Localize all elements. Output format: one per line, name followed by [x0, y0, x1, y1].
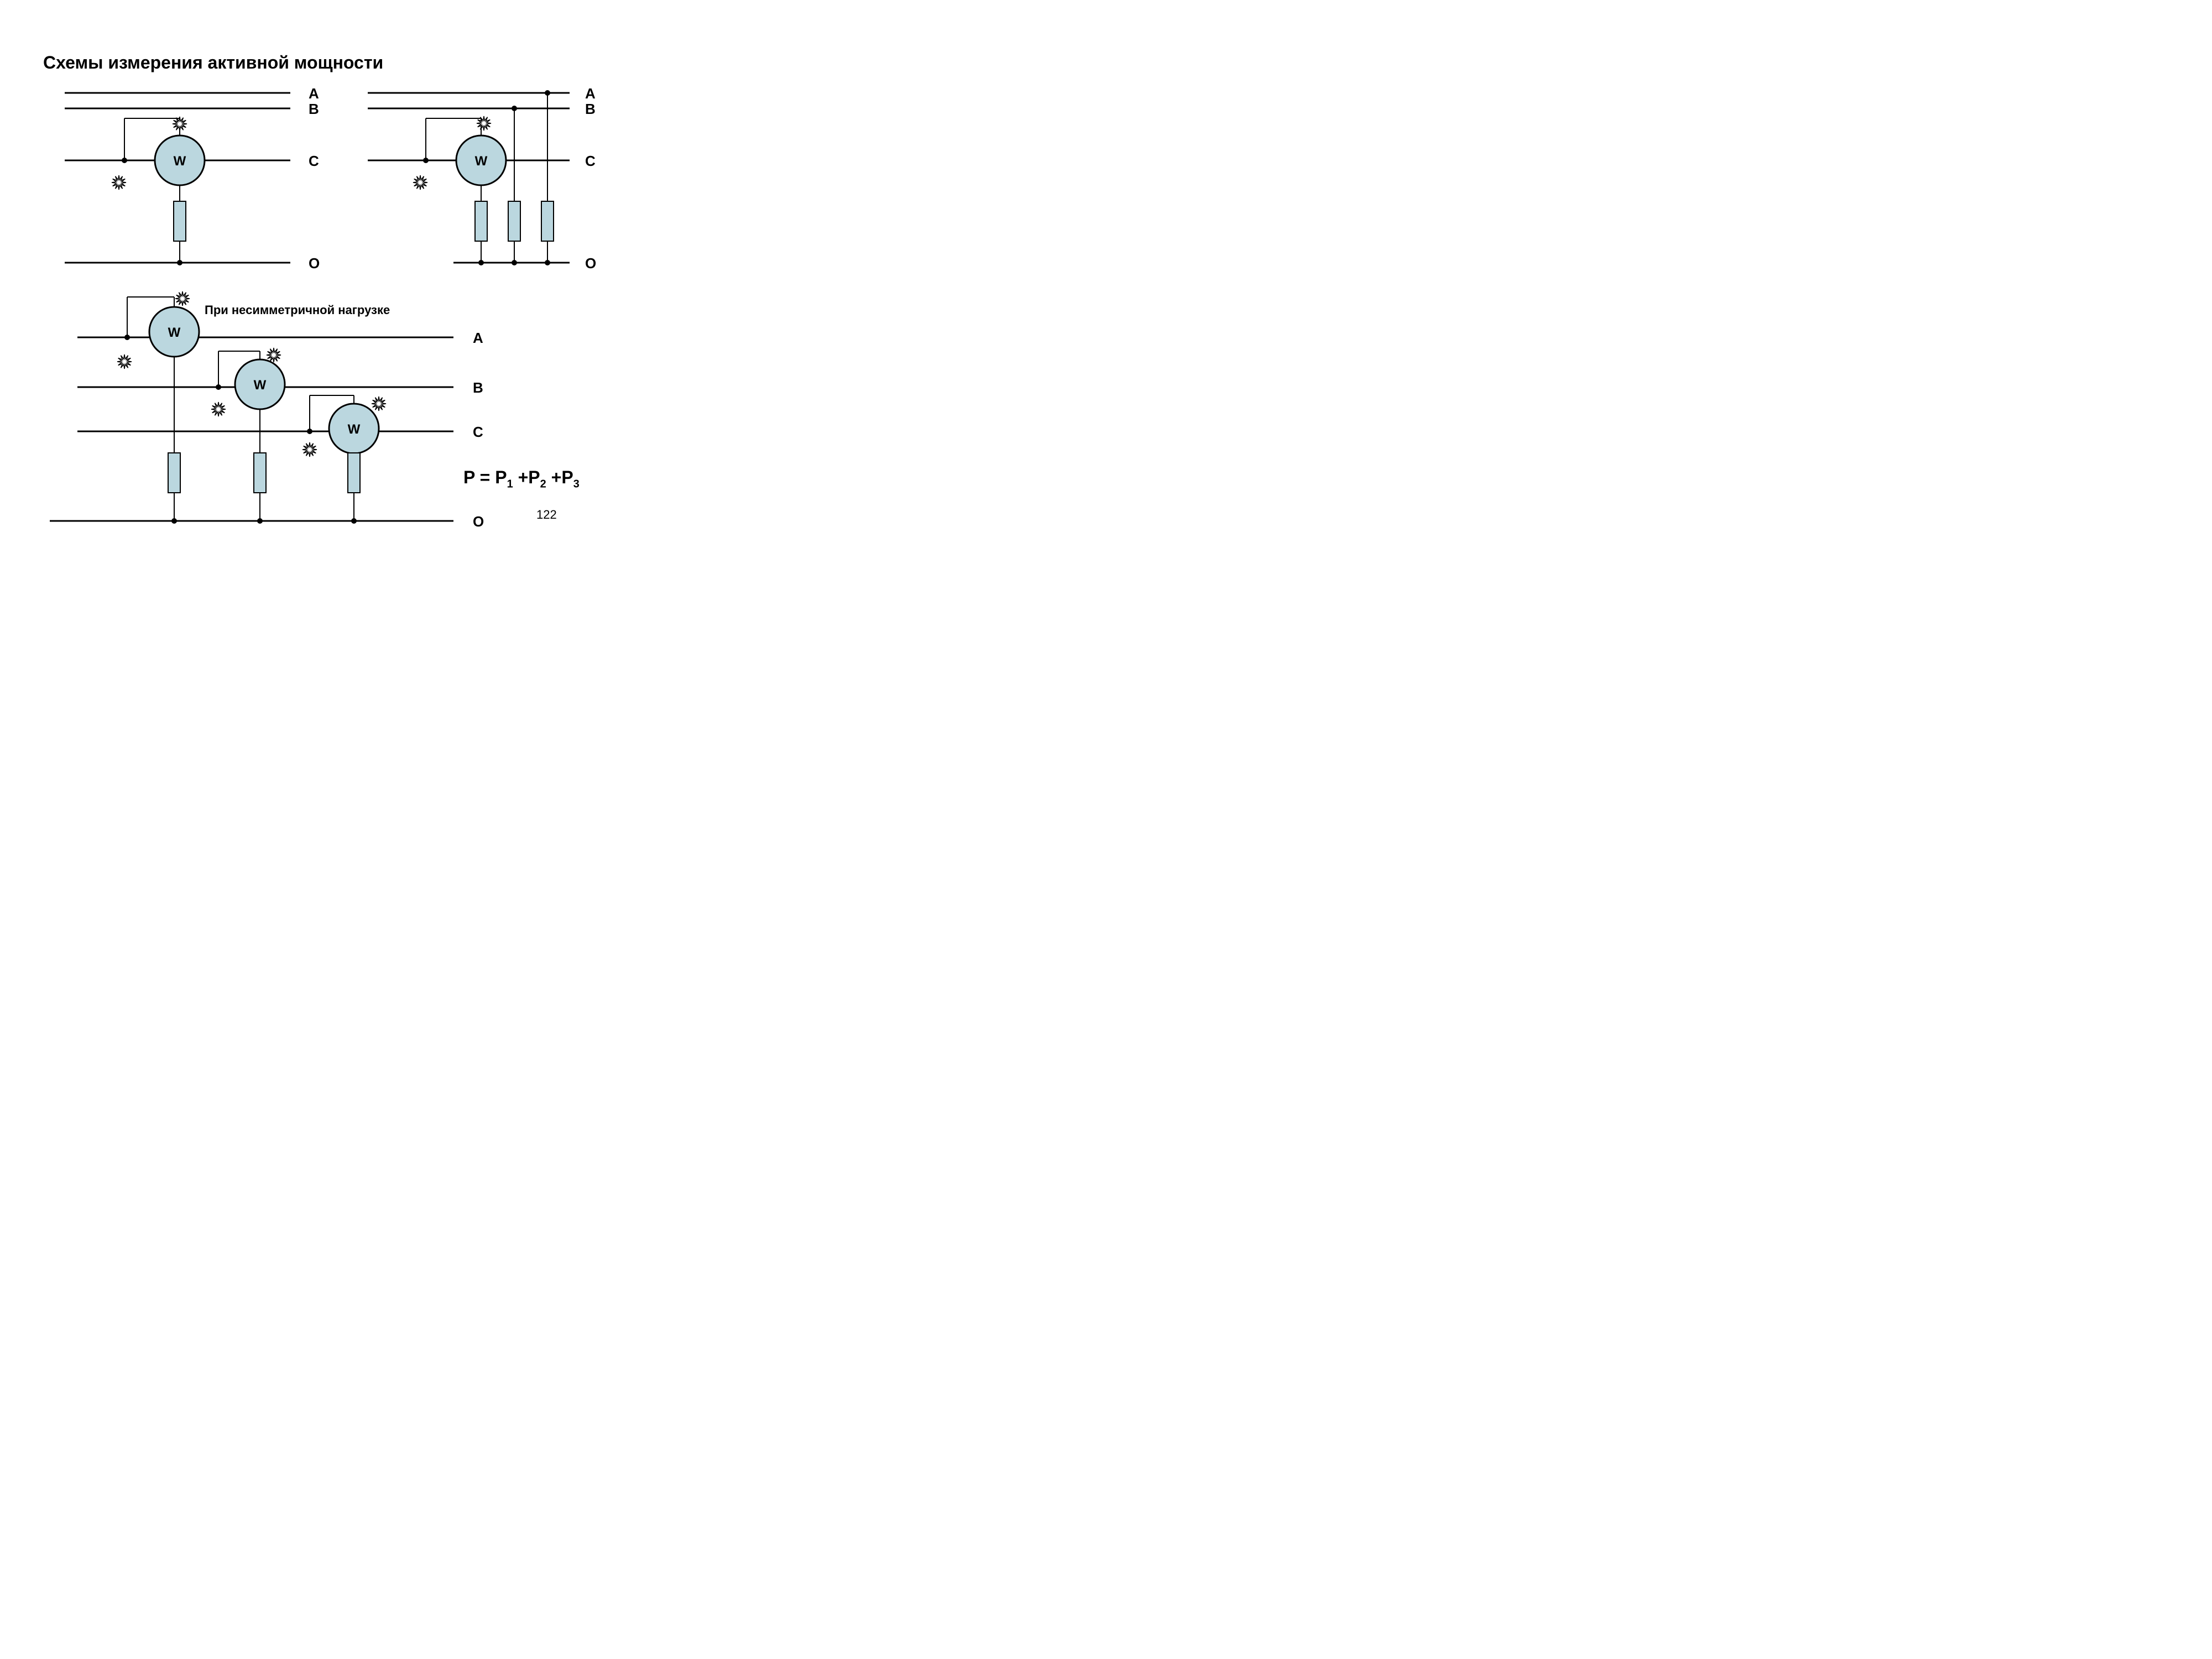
svg-text:W: W: [254, 378, 267, 393]
svg-text:B: B: [585, 101, 596, 117]
svg-text:A: A: [585, 85, 596, 102]
diagrams-svg: ABCOWABCOWABCOWWW: [0, 0, 708, 531]
svg-text:O: O: [473, 513, 484, 530]
formula: P = P1 +P2 +P3: [463, 467, 580, 491]
svg-text:B: B: [473, 379, 483, 396]
formula-part: +P: [513, 467, 540, 487]
svg-text:A: A: [473, 330, 483, 346]
svg-text:O: O: [309, 255, 320, 272]
svg-text:W: W: [168, 325, 181, 340]
formula-sub: 3: [573, 478, 580, 490]
svg-text:C: C: [473, 424, 483, 440]
svg-text:W: W: [475, 154, 488, 169]
page-number: 122: [536, 508, 557, 522]
svg-text:W: W: [348, 422, 361, 437]
svg-text:W: W: [174, 154, 186, 169]
svg-text:O: O: [585, 255, 596, 272]
svg-text:B: B: [309, 101, 319, 117]
formula-part: +P: [546, 467, 573, 487]
svg-text:C: C: [309, 153, 319, 169]
subtitle: При несимметричной нагрузке: [205, 303, 390, 317]
formula-part: P = P: [463, 467, 507, 487]
svg-text:C: C: [585, 153, 596, 169]
page: Схемы измерения активной мощности ABCOWA…: [0, 0, 708, 531]
formula-sub: 1: [507, 478, 513, 490]
formula-sub: 2: [540, 478, 546, 490]
svg-text:A: A: [309, 85, 319, 102]
